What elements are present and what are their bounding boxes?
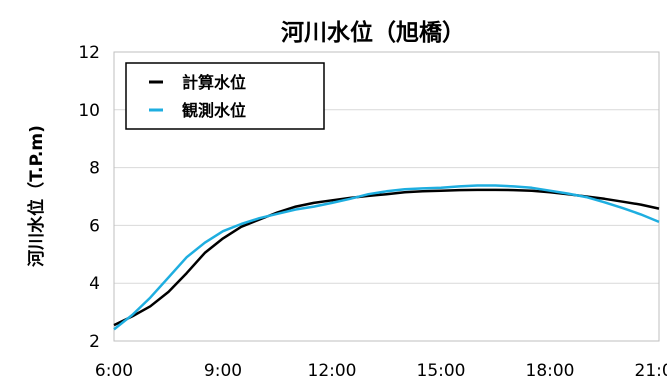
y-tick-label: 2 bbox=[89, 332, 100, 352]
x-tick-label: 18:00 bbox=[526, 361, 575, 381]
y-axis-title-group: 河川水位（T.P.m) bbox=[26, 125, 47, 267]
x-tick-label: 15:00 bbox=[417, 361, 466, 381]
legend-label-calculated: 計算水位 bbox=[182, 73, 246, 92]
chart-title: 河川水位（旭橋） bbox=[281, 19, 465, 46]
x-tick-label: 9:00 bbox=[204, 361, 242, 381]
x-tick-labels: 6:00 9:00 12:00 15:00 18:00 21:00 bbox=[95, 361, 667, 381]
legend: 計算水位 観測水位 bbox=[125, 62, 325, 130]
y-tick-label: 4 bbox=[89, 274, 100, 294]
y-tick-label: 6 bbox=[89, 216, 100, 236]
x-tick-label: 12:00 bbox=[308, 361, 357, 381]
series-line-observed bbox=[113, 184, 660, 331]
x-tick-label: 6:00 bbox=[95, 361, 133, 381]
y-tick-label: 12 bbox=[78, 43, 100, 63]
plot-area-border bbox=[113, 51, 660, 342]
series-lines bbox=[113, 184, 660, 331]
y-tick-label: 10 bbox=[78, 101, 100, 121]
y-tick-labels: 2 4 6 8 10 12 bbox=[78, 43, 100, 352]
y-tick-label: 8 bbox=[89, 159, 100, 179]
y-axis-title: 河川水位（T.P.m) bbox=[26, 125, 47, 267]
series-line-calculated bbox=[113, 188, 660, 327]
legend-label-observed: 観測水位 bbox=[182, 101, 246, 120]
x-tick-label: 21:00 bbox=[635, 361, 667, 381]
legend-box bbox=[125, 62, 325, 130]
